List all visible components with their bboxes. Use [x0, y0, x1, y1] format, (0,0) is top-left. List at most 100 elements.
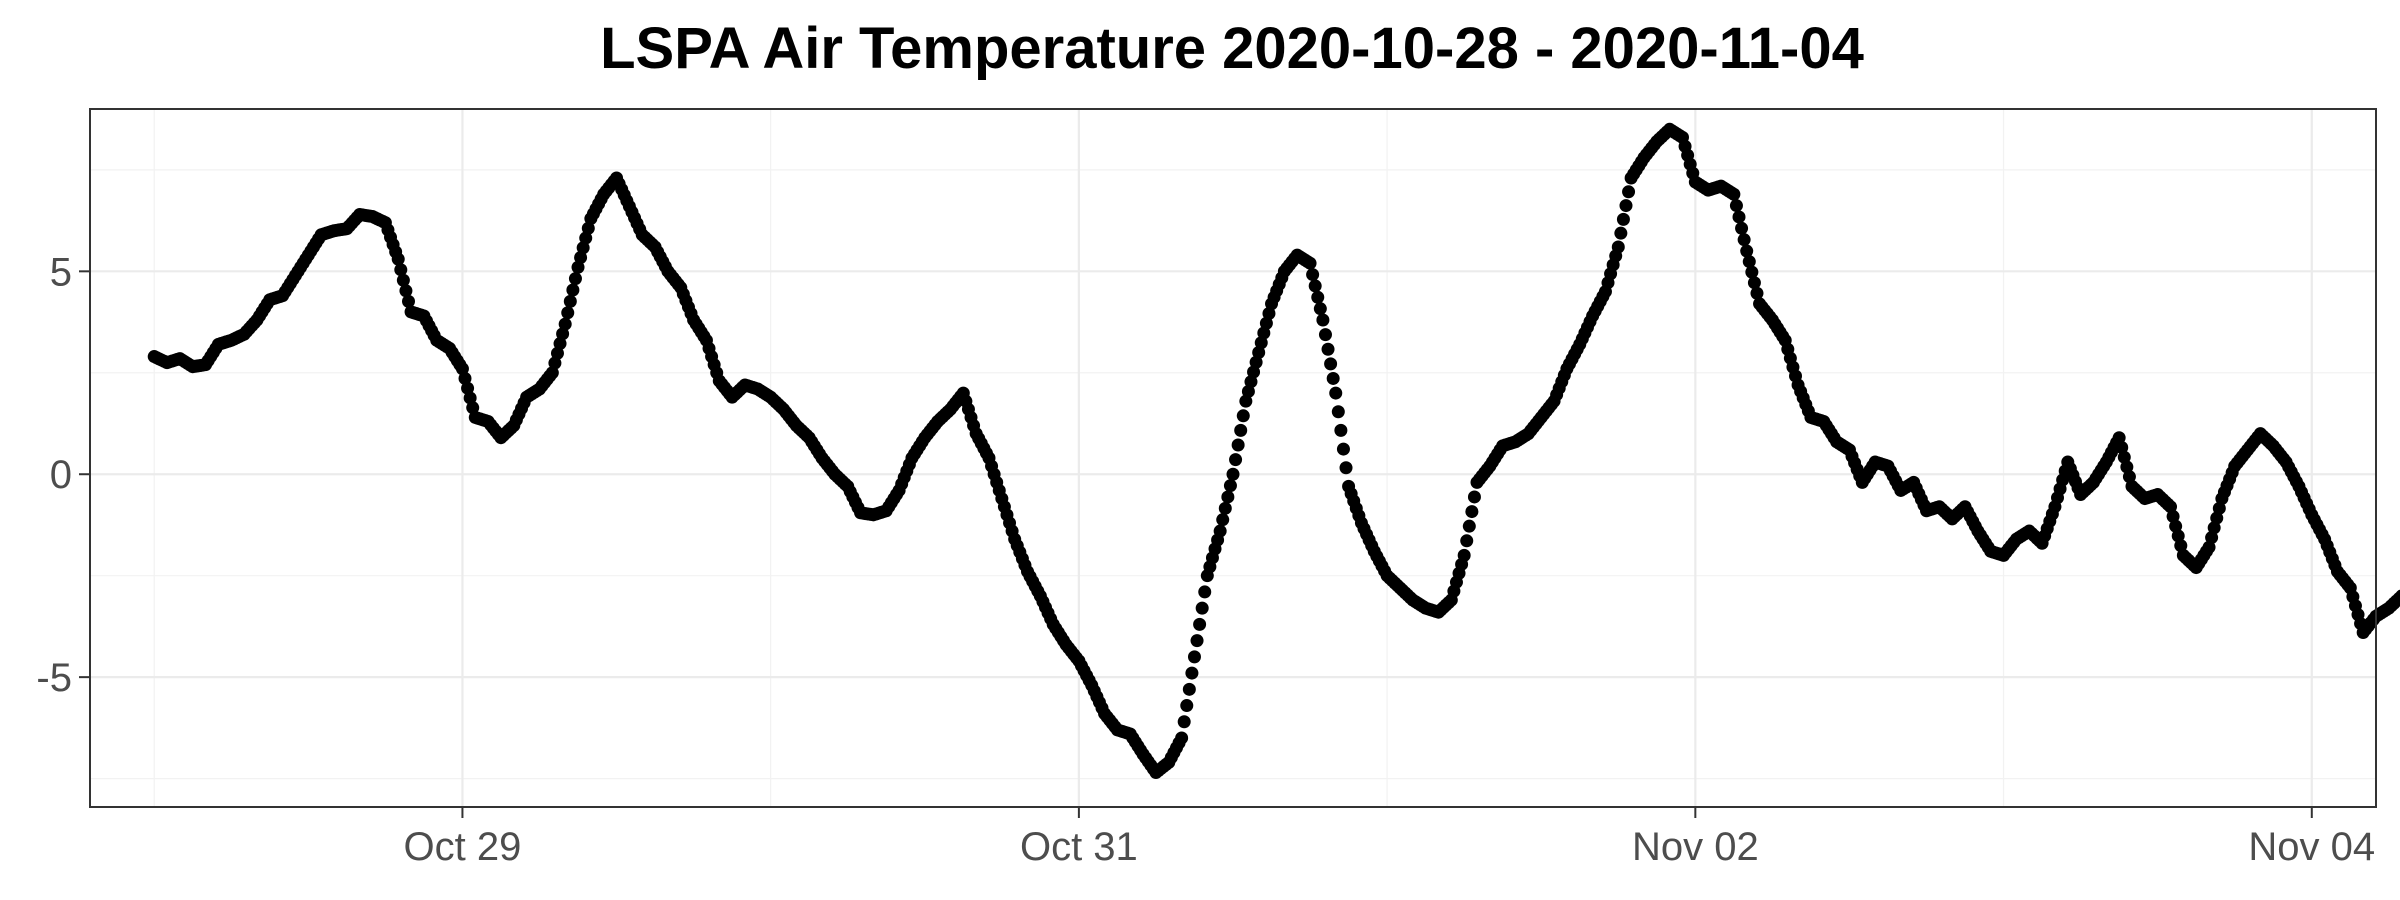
- data-point: [1254, 336, 1268, 350]
- plot-panel-border: [89, 108, 2377, 808]
- data-point: [568, 272, 582, 286]
- data-point: [1252, 345, 1266, 359]
- data-point: [1619, 199, 1633, 213]
- data-point: [1249, 355, 1263, 369]
- data-point: [2122, 470, 2136, 484]
- x-tick-label: Oct 31: [1020, 825, 1138, 869]
- data-point: [545, 366, 559, 380]
- data-point: [1180, 699, 1194, 713]
- data-point: [548, 356, 562, 370]
- data-point: [396, 273, 410, 287]
- data-point: [571, 260, 585, 274]
- data-point: [1324, 357, 1338, 371]
- y-tick-label: 5: [50, 250, 72, 294]
- data-point: [1262, 307, 1276, 321]
- data-point: [1223, 479, 1237, 493]
- data-point: [1467, 490, 1481, 504]
- data-point: [1308, 279, 1322, 293]
- data-point: [1750, 286, 1764, 300]
- y-tick-label: -5: [36, 656, 72, 700]
- data-point: [1729, 199, 1743, 213]
- data-point: [1457, 548, 1471, 562]
- data-point: [561, 306, 575, 320]
- data-point: [2166, 509, 2180, 523]
- chart-title: LSPA Air Temperature 2020-10-28 - 2020-1…: [600, 16, 1864, 81]
- data-points: [147, 122, 2400, 780]
- data-point: [463, 391, 477, 405]
- data-point: [1339, 461, 1353, 475]
- data-point: [1614, 226, 1628, 240]
- data-point: [2202, 540, 2216, 554]
- x-tick-label: Oct 29: [404, 825, 522, 869]
- data-point: [2207, 521, 2221, 535]
- data-point: [1735, 221, 1749, 235]
- data-point: [1216, 513, 1230, 527]
- data-point: [1221, 490, 1235, 504]
- data-point: [553, 337, 567, 351]
- x-tick-label: Nov 04: [2248, 825, 2375, 869]
- data-point: [563, 294, 577, 308]
- y-tick-label: 0: [50, 453, 72, 497]
- data-point: [1187, 650, 1201, 664]
- data-point: [2205, 531, 2219, 545]
- data-point: [1177, 715, 1191, 729]
- data-point: [1747, 276, 1761, 290]
- data-point: [2395, 589, 2400, 603]
- data-point: [1737, 233, 1751, 247]
- data-point: [1182, 682, 1196, 696]
- data-point: [1234, 423, 1248, 437]
- data-point: [579, 231, 593, 245]
- data-point: [1195, 601, 1209, 615]
- data-point: [1740, 244, 1754, 258]
- data-point: [1185, 666, 1199, 680]
- data-point: [550, 346, 564, 360]
- data-point: [1334, 423, 1348, 437]
- data-point: [2212, 501, 2226, 515]
- data-point: [1611, 240, 1625, 254]
- data-point: [1213, 524, 1227, 538]
- data-point: [1313, 302, 1327, 316]
- data-point: [1462, 519, 1476, 533]
- data-point: [556, 327, 570, 341]
- data-point: [461, 381, 475, 395]
- data-point: [1616, 212, 1630, 226]
- data-point: [391, 252, 405, 266]
- axis-tick-labels: Oct 29 Oct 31 Nov 02 Nov 04 5 0 -5: [36, 250, 2375, 869]
- data-point: [2120, 460, 2134, 474]
- data-point: [1226, 467, 1240, 481]
- data-point: [1306, 268, 1320, 282]
- data-point: [2210, 511, 2224, 525]
- data-point: [1239, 394, 1253, 408]
- data-point: [1190, 634, 1204, 648]
- data-point: [1336, 442, 1350, 456]
- data-point: [1231, 438, 1245, 452]
- data-point: [1244, 375, 1258, 389]
- data-point: [401, 294, 415, 308]
- data-point: [1229, 453, 1243, 467]
- data-point: [566, 283, 580, 297]
- data-point: [1727, 187, 1741, 201]
- data-point: [1303, 256, 1317, 270]
- data-point: [581, 221, 595, 235]
- data-point: [1622, 185, 1636, 199]
- data-point: [1316, 313, 1330, 327]
- axis-ticks: [79, 270, 2313, 818]
- data-point: [455, 362, 469, 376]
- data-point: [1247, 365, 1261, 379]
- data-point: [1257, 326, 1271, 340]
- data-point: [399, 284, 413, 298]
- data-point: [1321, 342, 1335, 356]
- data-point: [1326, 371, 1340, 385]
- data-point: [574, 251, 588, 265]
- data-point: [1745, 265, 1759, 279]
- data-point: [2164, 500, 2178, 514]
- data-point: [2169, 519, 2183, 533]
- data-point: [1193, 617, 1207, 631]
- data-point: [1198, 585, 1212, 599]
- data-point: [1331, 405, 1345, 419]
- x-tick-label: Nov 02: [1632, 825, 1759, 869]
- data-point: [2112, 431, 2126, 445]
- data-point: [576, 241, 590, 255]
